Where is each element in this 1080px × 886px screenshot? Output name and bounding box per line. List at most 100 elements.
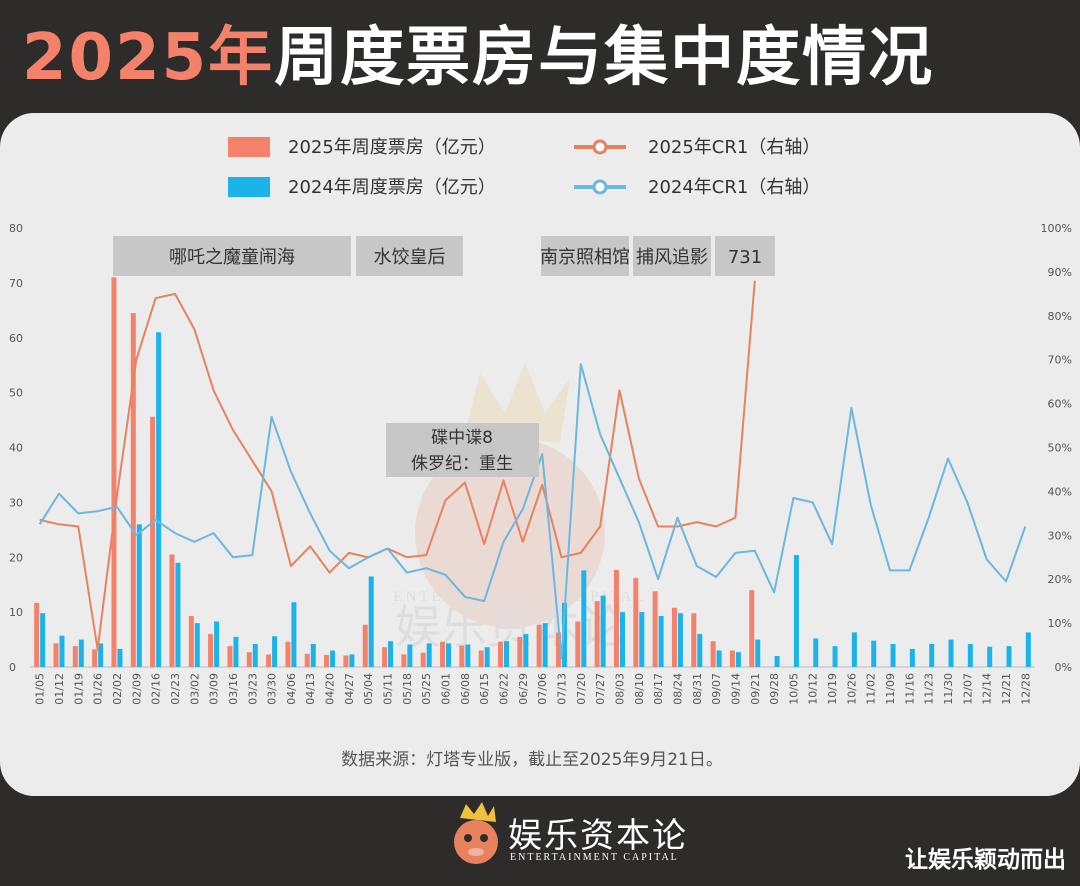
bar-2024 [78, 639, 84, 667]
bar-2025 [92, 649, 98, 667]
watermark: ENTERTAINMENT CAPITAL 娱乐资本论 [393, 363, 646, 654]
series-line-cr1-2024 [38, 363, 1027, 660]
bar-2025 [53, 643, 59, 667]
legend-swatch-2025-bar [228, 137, 270, 157]
x-tick-label: 08/24 [671, 673, 684, 705]
bar-2025 [188, 615, 194, 667]
x-tick-label: 11/09 [884, 673, 897, 705]
brand-name: 娱乐资本论 [508, 816, 688, 856]
x-tick-label: 02/02 [111, 673, 124, 705]
y-tick-label: 80 [9, 222, 23, 235]
bar-2024 [542, 623, 548, 667]
bar-2024 [504, 641, 510, 667]
bar-2024 [1025, 632, 1031, 667]
bar-2025 [691, 613, 697, 667]
x-tick-label: 09/28 [768, 673, 781, 705]
bar-2025 [710, 641, 716, 667]
bar-2024 [214, 621, 220, 667]
bar-2024 [793, 555, 799, 667]
page-title: 2025年周度票房与集中度情况 [22, 8, 934, 108]
bar-2024 [252, 643, 258, 667]
legend-swatch-2024-bar [228, 177, 270, 197]
bar-2024 [871, 640, 877, 667]
bar-2024 [407, 644, 413, 667]
y-tick-label: 10 [9, 606, 23, 619]
bar-2024 [117, 648, 123, 667]
x-tick-label: 06/08 [459, 673, 472, 705]
x-tick-label: 12/07 [961, 673, 974, 705]
bar-2025 [150, 416, 156, 667]
x-tick-label: 12/21 [1000, 673, 1013, 705]
bar-2024 [465, 644, 471, 667]
x-tick-label: 11/23 [923, 673, 936, 705]
x-tick-label: 12/28 [1019, 673, 1032, 705]
annotation-label: 南京照相馆 [540, 247, 630, 268]
x-tick-label: 08/17 [652, 673, 665, 705]
x-tick-label: 01/26 [92, 673, 105, 705]
bar-2025 [285, 641, 291, 667]
x-tick-label: 04/06 [285, 673, 298, 705]
y2-tick-label: 50% [1048, 442, 1072, 455]
y-tick-label: 60 [9, 332, 23, 345]
bar-2025 [478, 650, 484, 667]
bar-2024 [272, 636, 278, 667]
y-tick-label: 0 [9, 661, 16, 674]
x-tick-label: 03/09 [208, 673, 221, 705]
lines [38, 280, 1027, 660]
annotation-label: 侏罗纪：重生 [411, 454, 513, 474]
bar-2024 [426, 643, 432, 667]
annotation-label: 水饺皇后 [374, 247, 446, 268]
bar-2025 [304, 653, 310, 667]
y2-tick-label: 80% [1048, 310, 1072, 323]
bar-2024 [330, 650, 336, 667]
bar-2024 [291, 602, 297, 667]
bar-2024 [368, 576, 374, 667]
legend-label: 2025年CR1（右轴） [648, 137, 820, 158]
legend-label: 2025年周度票房（亿元） [288, 137, 496, 158]
y2-tick-label: 20% [1048, 573, 1072, 586]
bar-2024 [233, 636, 239, 667]
x-tick-label: 10/12 [807, 673, 820, 705]
bar-2024 [523, 634, 529, 667]
bar-2024 [484, 647, 490, 667]
annotation-box [633, 236, 711, 276]
bar-2024 [832, 646, 838, 667]
bar-2025 [671, 607, 677, 667]
x-tick-label: 10/26 [845, 673, 858, 705]
bar-2025 [343, 655, 349, 667]
annotation-label: 碟中谍8 [431, 428, 493, 448]
x-tick-label: 04/13 [304, 673, 317, 705]
annotation-box [541, 236, 629, 276]
bar-2024 [136, 524, 142, 667]
x-tick-label: 10/19 [826, 673, 839, 705]
bar-2024 [581, 570, 587, 667]
y2-tick-label: 90% [1048, 266, 1072, 279]
title-year: 2025年 [22, 21, 275, 95]
bar-2025 [555, 632, 561, 667]
y2-tick-label: 70% [1048, 354, 1072, 367]
bar-2025 [72, 646, 78, 667]
x-tick-label: 04/27 [343, 673, 356, 705]
chart: ENTERTAINMENT CAPITAL 娱乐资本论 2025年周度票房（亿元… [9, 137, 1072, 770]
x-tick-label: 03/16 [227, 673, 240, 705]
legend-marker [592, 139, 608, 155]
y-tick-label: 30 [9, 496, 23, 509]
annotation-label: 哪吒之魔童闹海 [169, 247, 295, 268]
y2-tick-label: 0% [1055, 661, 1072, 674]
bar-2024 [194, 623, 200, 667]
y-tick-label: 40 [9, 442, 23, 455]
chart-card [0, 113, 1080, 796]
bar-2024 [755, 639, 761, 667]
bar-2025 [227, 646, 233, 667]
x-tick-label: 08/10 [633, 673, 646, 705]
annotation-label: 731 [728, 247, 762, 268]
bar-2024 [156, 332, 162, 667]
x-tick-label: 03/02 [188, 673, 201, 705]
svg-text:ENTERTAINMENT CAPITAL: ENTERTAINMENT CAPITAL [393, 589, 646, 605]
bar-2025 [536, 624, 542, 667]
y2-tick-label: 100% [1041, 222, 1072, 235]
x-tick-label: 05/18 [401, 673, 414, 705]
bar-2024 [948, 639, 954, 667]
x-tick-label: 12/14 [981, 673, 994, 705]
bar-2025 [575, 621, 581, 667]
